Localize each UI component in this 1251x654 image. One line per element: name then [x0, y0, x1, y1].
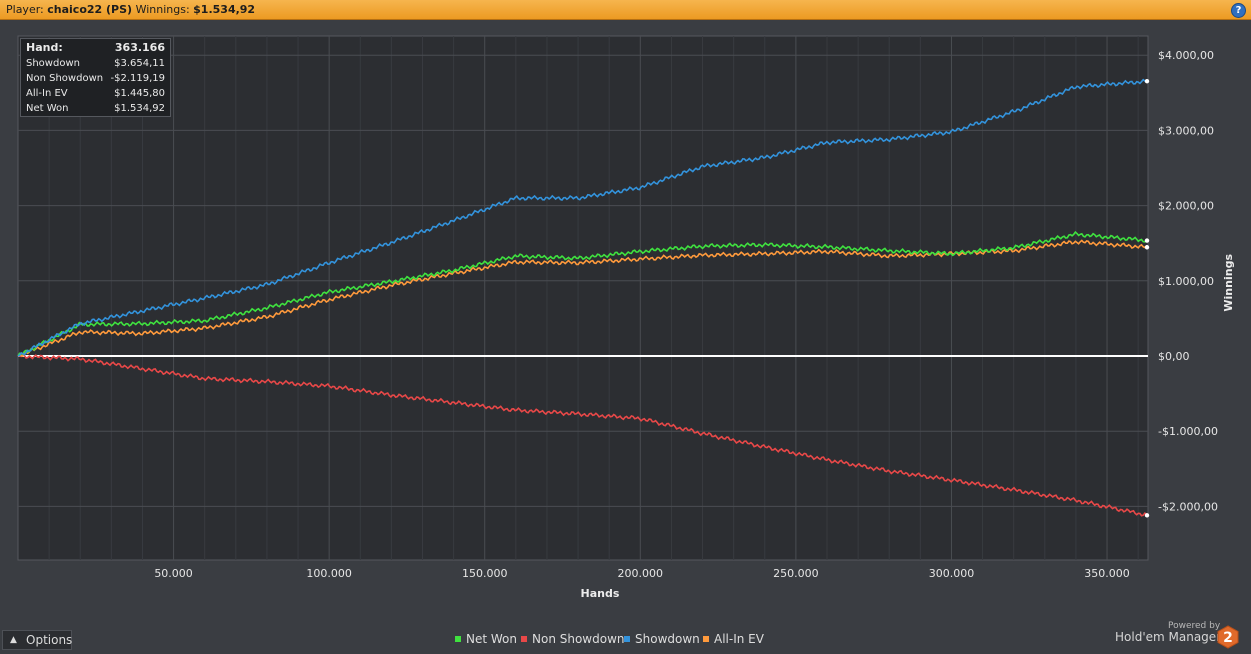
legend-swatch: [624, 636, 630, 642]
x-tick-label: 300.000: [929, 567, 975, 580]
y-tick-label: $2.000,00: [1158, 200, 1214, 213]
winnings-label: Winnings:: [135, 3, 190, 16]
x-tick-label: 50.000: [154, 567, 193, 580]
stats-value: -$2.119,19: [110, 73, 165, 84]
stats-row-hands: Hand: 363.166: [21, 39, 170, 56]
stats-value: 363.166: [114, 41, 165, 54]
title-bar: Player: chaico22 (PS) Winnings: $1.534,9…: [0, 0, 1251, 20]
legend-item-net-won[interactable]: Net Won: [455, 632, 517, 646]
stats-panel: Hand: 363.166 Showdown $3.654,11 Non Sho…: [20, 38, 171, 117]
legend-label: Non Showdown: [532, 632, 625, 646]
player-name: chaico22 (PS): [47, 3, 133, 16]
x-tick-label: 100.000: [306, 567, 352, 580]
winnings-value: $1.534,92: [193, 3, 256, 16]
legend-label: All-In EV: [714, 632, 764, 646]
series-end-point: [1144, 245, 1150, 250]
stats-label: Showdown: [26, 58, 80, 69]
series-line-net-won: [17, 230, 1149, 357]
legend-swatch: [703, 636, 709, 642]
logo-text: 2: [1223, 630, 1233, 646]
stats-label: Non Showdown: [26, 73, 104, 84]
winnings-chart: 50.000 100.000 150.000 200.000 250.000 300.00…: [17, 35, 1235, 600]
stats-label: Hand:: [26, 41, 63, 54]
stats-value: $1.534,92: [114, 103, 165, 114]
x-axis-title: Hands: [581, 587, 620, 600]
y-axis-title: Winnings: [1222, 254, 1235, 312]
stats-label: Net Won: [26, 103, 69, 114]
stats-row-non-showdown: Non Showdown -$2.119,19: [21, 71, 170, 86]
series-line-all-in-ev: [17, 239, 1149, 358]
series-end-point: [1144, 513, 1150, 518]
stats-label: All-In EV: [26, 88, 68, 99]
series-end-point: [1144, 79, 1150, 84]
stats-row-showdown: Showdown $3.654,11: [21, 56, 170, 71]
y-tick-label: -$2.000,00: [1158, 500, 1218, 513]
x-tick-label: 350.000: [1084, 567, 1130, 580]
x-tick-label: 200.000: [618, 567, 664, 580]
series-line-showdown: [17, 78, 1149, 357]
stats-value: $3.654,11: [114, 58, 165, 69]
legend-label: Net Won: [466, 632, 517, 646]
plot-area: [17, 35, 1149, 561]
options-button[interactable]: ▲ Options: [2, 630, 72, 650]
legend-item-non-showdown[interactable]: Non Showdown: [521, 632, 625, 646]
brand-name: Hold'em Manager: [1115, 630, 1222, 644]
brand-powered-by: Powered by: [1168, 621, 1221, 631]
legend-swatch: [521, 636, 527, 642]
y-tick-label: $3.000,00: [1158, 124, 1214, 137]
y-tick-label: $1.000,00: [1158, 275, 1214, 288]
holdem-manager-logo: 2: [1217, 625, 1239, 649]
x-tick-label: 150.000: [462, 567, 508, 580]
legend-item-all-in-ev[interactable]: All-In EV: [703, 632, 764, 646]
y-tick-label: -$1.000,00: [1158, 425, 1218, 438]
stats-row-net-won: Net Won $1.534,92: [21, 101, 170, 116]
series-end-point: [1144, 238, 1150, 243]
y-tick-label: $4.000,00: [1158, 49, 1214, 62]
player-label: Player:: [6, 3, 44, 16]
series-line-non-showdown: [17, 353, 1149, 517]
stats-value: $1.445,80: [114, 88, 165, 99]
stats-row-all-in-ev: All-In EV $1.445,80: [21, 86, 170, 101]
chevron-up-icon: ▲: [10, 635, 17, 645]
legend-swatch: [455, 636, 461, 642]
options-label: Options: [26, 633, 73, 647]
legend-item-showdown[interactable]: Showdown: [624, 632, 700, 646]
help-icon[interactable]: ?: [1231, 3, 1246, 18]
legend-label: Showdown: [635, 632, 700, 646]
x-tick-label: 250.000: [773, 567, 819, 580]
y-tick-label: $0,00: [1158, 350, 1190, 363]
